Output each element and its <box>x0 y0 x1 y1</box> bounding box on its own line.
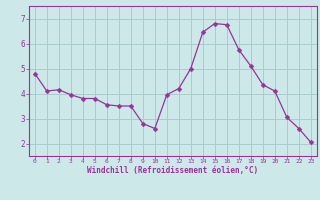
X-axis label: Windchill (Refroidissement éolien,°C): Windchill (Refroidissement éolien,°C) <box>87 166 258 175</box>
